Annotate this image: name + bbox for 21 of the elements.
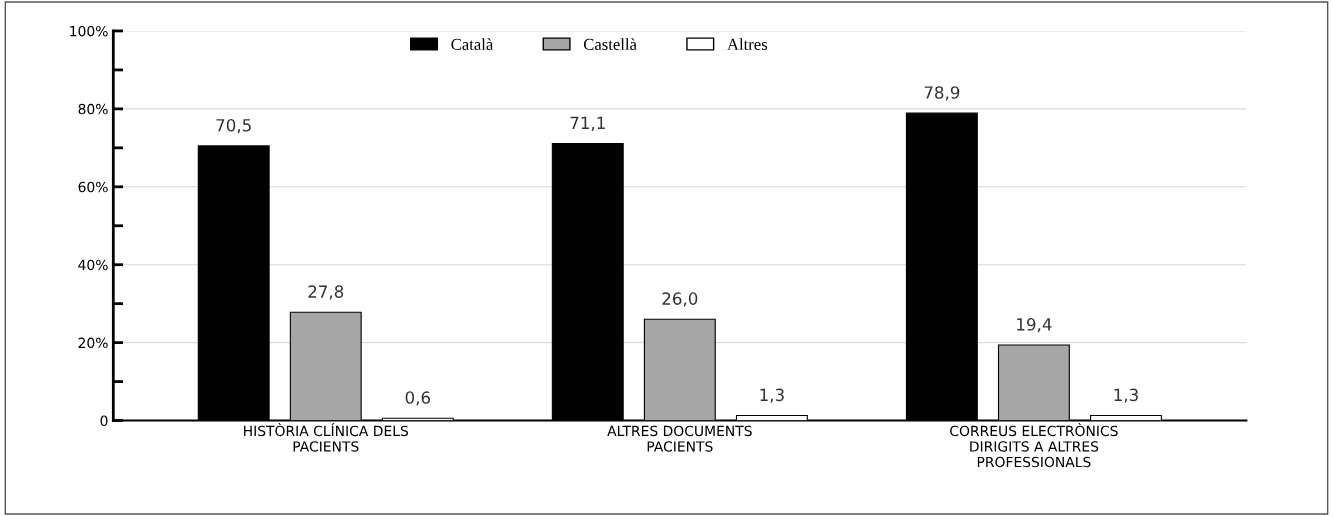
text: 70,5 xyxy=(216,118,251,134)
text: 0,6 xyxy=(405,391,431,406)
y-tick-label: 40% xyxy=(78,259,108,271)
x-tick-label: ALTRES DOCUMENTS PACIENTS xyxy=(607,425,752,452)
legend-label: Català xyxy=(451,38,494,50)
x-tick-label: HISTÒRIA CLÍNICA DELS PACIENTS xyxy=(244,423,409,452)
y-tick-label: 20% xyxy=(78,337,108,349)
text: 1,3 xyxy=(760,388,784,403)
legend-label: Castellà xyxy=(583,38,637,50)
legend-label: Altres xyxy=(727,38,768,50)
text: 71,1 xyxy=(570,116,605,131)
text: 27,8 xyxy=(308,285,344,300)
y-tick-label: 100% xyxy=(70,25,108,37)
y-tick-label: 80% xyxy=(78,103,108,115)
text: 1,3 xyxy=(1114,388,1138,403)
text: 78,9 xyxy=(924,86,960,101)
text: 26,0 xyxy=(662,292,698,307)
y-tick-label: 0 xyxy=(100,415,108,427)
x-tick-label: CORREUS ELECTRÒNICS DIRIGITS A ALTRES PROFESSIONALS xyxy=(950,423,1118,468)
text: 19,4 xyxy=(1017,318,1052,333)
y-tick-label: 60% xyxy=(78,181,108,193)
